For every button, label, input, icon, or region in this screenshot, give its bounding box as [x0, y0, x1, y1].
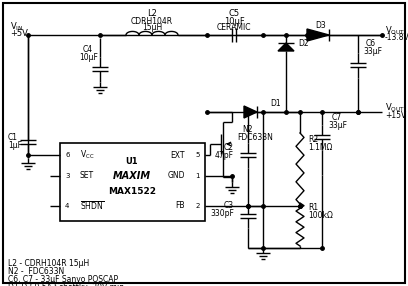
Text: D3: D3	[316, 21, 326, 29]
Text: MAX1522: MAX1522	[108, 186, 156, 196]
Text: R2: R2	[308, 136, 318, 144]
Text: GND: GND	[168, 172, 185, 180]
Text: MAXIM: MAXIM	[113, 171, 151, 181]
Bar	[60, 143, 205, 221]
Text: 33μF: 33μF	[363, 47, 382, 55]
Text: R1: R1	[308, 204, 318, 212]
Text: C2: C2	[224, 144, 234, 152]
Text: 1.1MΩ: 1.1MΩ	[308, 144, 333, 152]
Polygon shape	[244, 106, 257, 118]
Text: CDRH104R: CDRH104R	[131, 17, 173, 25]
Text: C5: C5	[228, 9, 239, 19]
Text: 47pF: 47pF	[215, 152, 234, 160]
Polygon shape	[278, 43, 294, 51]
Text: C6, C7 - 33μF Sanyo POSCAP: C6, C7 - 33μF Sanyo POSCAP	[8, 275, 118, 285]
Text: 6: 6	[65, 152, 69, 158]
Text: C4: C4	[83, 45, 93, 55]
Text: D1: D1	[270, 98, 281, 108]
Text: V$_{\mathsf{CC}}$: V$_{\mathsf{CC}}$	[80, 149, 94, 161]
Text: N2 -  FDC633N: N2 - FDC633N	[8, 267, 64, 277]
Text: $\overline{\mathsf{SHDN}}$: $\overline{\mathsf{SHDN}}$	[80, 200, 104, 212]
Polygon shape	[307, 29, 329, 41]
Text: 10μF: 10μF	[224, 17, 244, 25]
Text: 33μF: 33μF	[328, 122, 347, 130]
Text: N2: N2	[242, 126, 253, 134]
Text: L2: L2	[147, 9, 157, 19]
Text: -13.8V: -13.8V	[385, 33, 408, 43]
Text: L2 - CDRH104R 15μH: L2 - CDRH104R 15μH	[8, 259, 89, 269]
Text: FB: FB	[175, 202, 185, 210]
Text: C3: C3	[224, 202, 234, 210]
Text: V$_{\mathsf{OUT}}$: V$_{\mathsf{OUT}}$	[385, 102, 405, 114]
Text: +5V: +5V	[10, 29, 28, 39]
Text: 1: 1	[195, 173, 200, 179]
Text: 5: 5	[195, 152, 200, 158]
Text: 2: 2	[195, 203, 200, 209]
Text: FDC633N: FDC633N	[237, 134, 273, 142]
Text: D1-D3 0.5A Schottky, 20V min: D1-D3 0.5A Schottky, 20V min	[8, 283, 124, 286]
Text: V$_{\mathsf{OUT}}$: V$_{\mathsf{OUT}}$	[385, 25, 405, 37]
Text: 3: 3	[65, 173, 69, 179]
Text: C1: C1	[8, 134, 18, 142]
Text: 10μF: 10μF	[79, 53, 98, 63]
Text: U1: U1	[126, 156, 138, 166]
Text: 100kΩ: 100kΩ	[308, 212, 333, 221]
Text: 4: 4	[65, 203, 69, 209]
Text: 330pF: 330pF	[210, 210, 234, 219]
Text: V$_{\mathsf{IN}}$: V$_{\mathsf{IN}}$	[10, 21, 23, 33]
Text: SET: SET	[80, 172, 94, 180]
Text: 15μH: 15μH	[142, 23, 162, 33]
Text: C7: C7	[332, 114, 342, 122]
Text: D2: D2	[298, 39, 308, 47]
Text: C6: C6	[366, 39, 376, 47]
Text: 1μF: 1μF	[8, 140, 22, 150]
Text: CERAMIC: CERAMIC	[217, 23, 251, 33]
Text: EXT: EXT	[171, 150, 185, 160]
Text: +15V: +15V	[385, 110, 406, 120]
